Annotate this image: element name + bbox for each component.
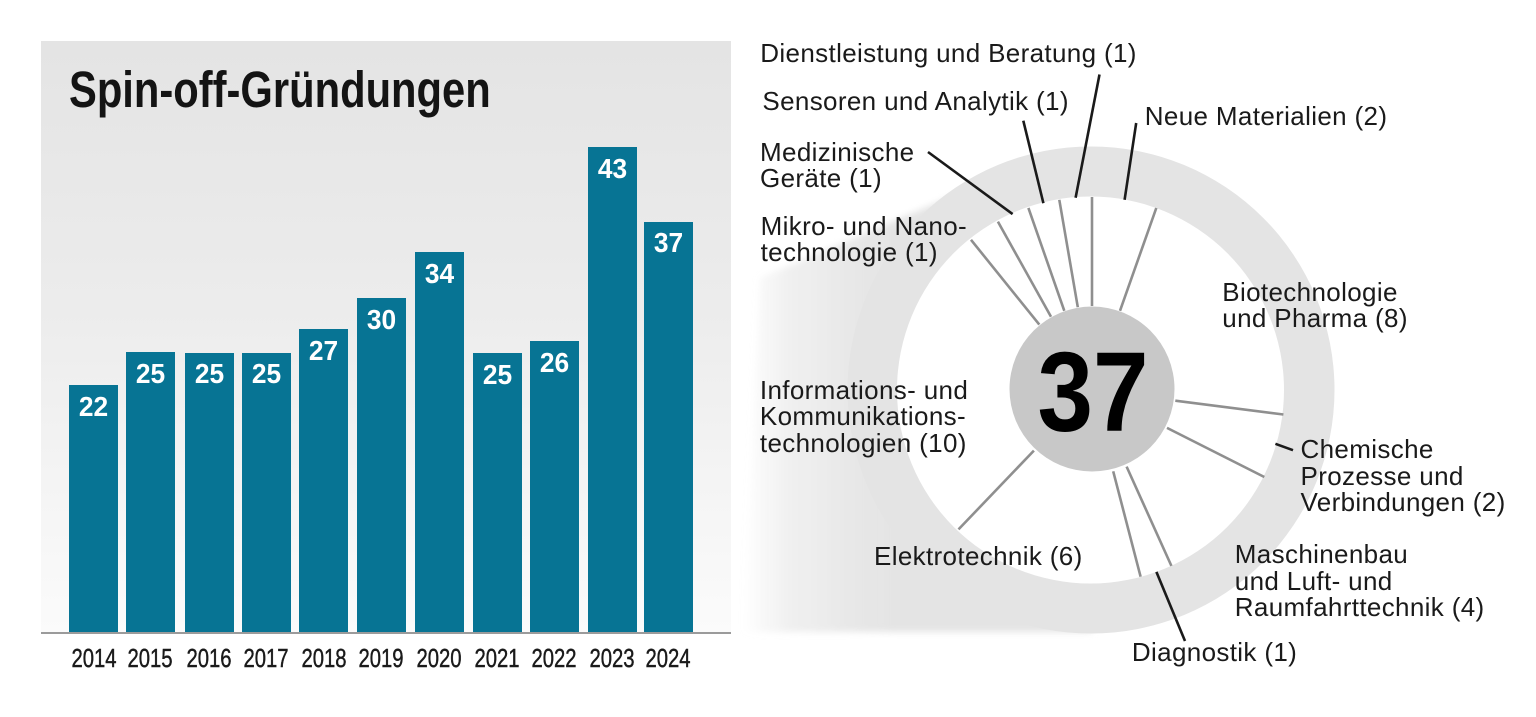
svg-text:37: 37 bbox=[1038, 328, 1149, 454]
